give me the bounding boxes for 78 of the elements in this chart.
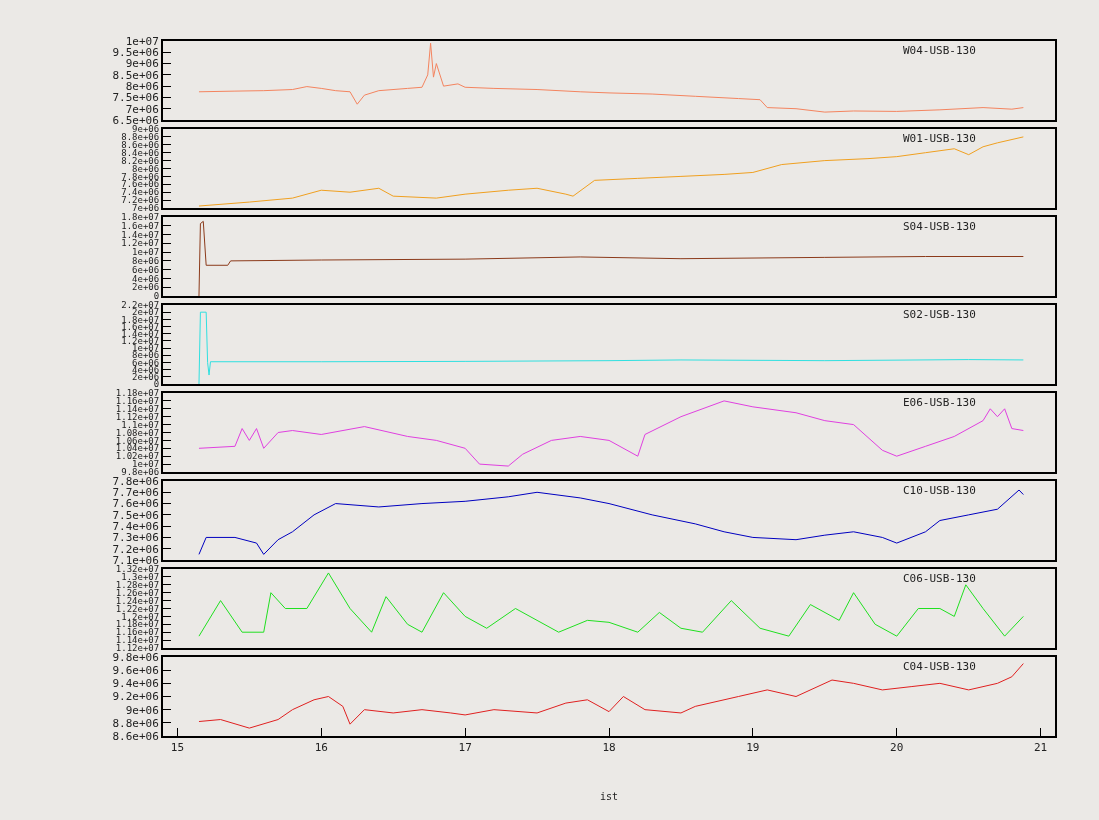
y-tick-label: 1.24e+07 bbox=[115, 595, 160, 606]
y-tick-label: 7e+06 bbox=[125, 102, 159, 116]
y-tick-label: 7.4e+06 bbox=[112, 519, 159, 533]
series-label: E06-USB-130 bbox=[903, 396, 976, 409]
y-tick-label: 0 bbox=[153, 379, 160, 390]
line-series bbox=[198, 42, 1024, 113]
x-axis-title: ist bbox=[599, 791, 619, 803]
y-tick-label: 1.6e+07 bbox=[121, 220, 160, 231]
y-tick-label: 1.12e+07 bbox=[115, 411, 160, 422]
y-tick-label: 9.5e+06 bbox=[112, 46, 159, 60]
line-series bbox=[198, 663, 1024, 729]
x-tick-label: 21 bbox=[1033, 741, 1048, 755]
y-tick-label: 1.26e+07 bbox=[115, 587, 160, 598]
line-series bbox=[198, 572, 1024, 637]
x-tick-label: 17 bbox=[458, 741, 472, 755]
line-series bbox=[198, 400, 1024, 467]
y-tick-label: 9.2e+06 bbox=[112, 690, 159, 704]
y-tick-label: 1e+07 bbox=[132, 459, 160, 470]
y-tick-label: 8.6e+06 bbox=[112, 729, 159, 743]
y-tick-label: 7.6e+06 bbox=[121, 179, 160, 190]
line-series bbox=[198, 220, 1024, 296]
y-tick-label: 1.18e+07 bbox=[115, 388, 160, 399]
y-tick-label: 1.06e+07 bbox=[115, 435, 160, 446]
x-tick-label: 18 bbox=[602, 741, 616, 755]
text: S02-USB-130 bbox=[903, 308, 976, 321]
y-tick-label: 1.2e+07 bbox=[121, 611, 160, 622]
y-tick-label: 1.18e+07 bbox=[115, 619, 160, 630]
y-tick-label: 7.6e+06 bbox=[112, 497, 159, 511]
y-tick-label: 7e+06 bbox=[132, 203, 160, 214]
y-tick-label: 1.32e+07 bbox=[115, 564, 160, 575]
series-label: C06-USB-130 bbox=[903, 572, 976, 585]
y-tick-label: 8e+06 bbox=[132, 163, 160, 174]
x-tick-label: 20 bbox=[890, 741, 904, 755]
y-tick-label: 1e+07 bbox=[132, 247, 160, 258]
y-tick-label: 7.2e+06 bbox=[121, 195, 160, 206]
y-tick-label: 7.3e+06 bbox=[112, 531, 159, 545]
text: S04-USB-130 bbox=[903, 220, 976, 233]
line-series bbox=[198, 136, 1024, 207]
y-tick-label: 8.8e+06 bbox=[112, 716, 159, 730]
y-tick-label: 8e+06 bbox=[125, 79, 159, 93]
y-tick-label: 0 bbox=[153, 291, 160, 302]
y-tick-label: 2e+06 bbox=[132, 282, 160, 293]
y-tick-label: 6e+06 bbox=[132, 264, 160, 275]
line-series bbox=[198, 311, 1024, 384]
y-tick-label: 7.5e+06 bbox=[112, 91, 159, 105]
y-tick-label: 9.6e+06 bbox=[112, 664, 159, 678]
y-tick-label: 9e+06 bbox=[132, 124, 160, 135]
y-tick-label: 4e+06 bbox=[132, 273, 160, 284]
text: W04-USB-130 bbox=[903, 44, 976, 57]
y-tick-label: 7.4e+06 bbox=[121, 187, 160, 198]
y-tick-label: 1.1e+07 bbox=[121, 419, 160, 430]
x-tick-label: 19 bbox=[746, 741, 760, 755]
y-tick-label: 8.5e+06 bbox=[112, 68, 159, 82]
series-label: C04-USB-130 bbox=[903, 660, 976, 673]
y-tick-label: 8.2e+06 bbox=[121, 155, 160, 166]
y-tick-label: 8.4e+06 bbox=[121, 147, 160, 158]
y-tick-label: 7.7e+06 bbox=[112, 486, 159, 500]
y-tick-label: 1.4e+07 bbox=[121, 229, 160, 240]
y-tick-label: 1.14e+07 bbox=[115, 635, 160, 646]
y-tick-label: 1.04e+07 bbox=[115, 443, 160, 454]
y-tick-label: 9e+06 bbox=[125, 703, 159, 717]
x-tick-label: 16 bbox=[314, 741, 328, 755]
y-tick-label: 8e+06 bbox=[132, 256, 160, 267]
y-tick-label: 7.2e+06 bbox=[112, 542, 159, 556]
y-tick-label: 1.16e+07 bbox=[115, 627, 160, 638]
y-tick-label: 1.02e+07 bbox=[115, 451, 160, 462]
series-label: C10-USB-130 bbox=[903, 484, 976, 497]
y-tick-label: 1.2e+07 bbox=[121, 238, 160, 249]
y-tick-label: 9.4e+06 bbox=[112, 677, 159, 691]
series-label: W01-USB-130 bbox=[903, 132, 976, 145]
x-tick-label: 15 bbox=[170, 741, 185, 755]
y-tick-label: 1e+07 bbox=[125, 34, 159, 48]
y-tick-label: 9e+06 bbox=[125, 57, 159, 71]
y-tick-label: 1.22e+07 bbox=[115, 603, 160, 614]
y-tick-label: 1.08e+07 bbox=[115, 427, 160, 438]
y-tick-label: 7.5e+06 bbox=[112, 508, 159, 522]
y-tick-label: 7.8e+06 bbox=[121, 171, 160, 182]
y-tick-label: 1.8e+07 bbox=[121, 212, 160, 223]
